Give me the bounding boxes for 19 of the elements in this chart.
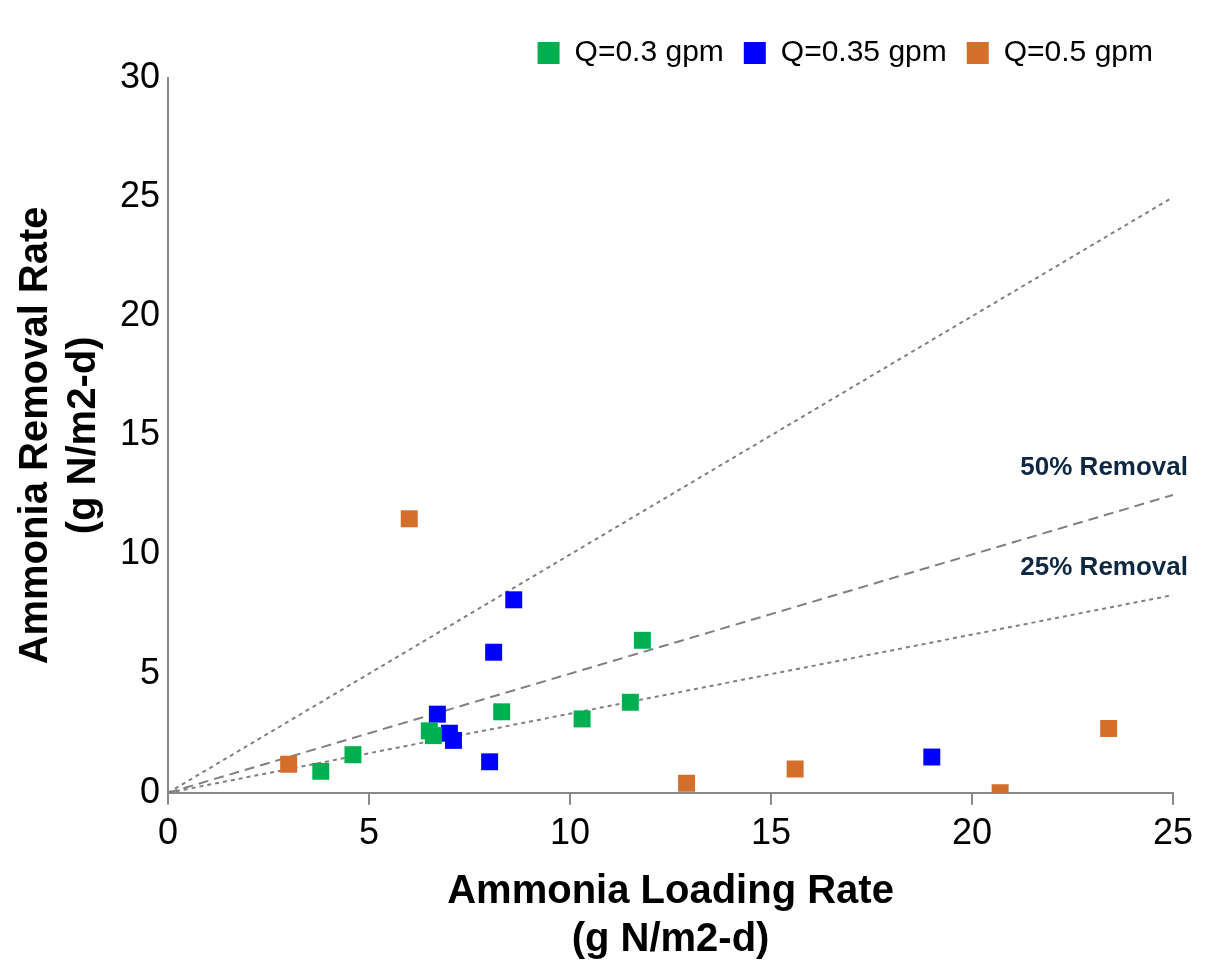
- y-axis-title: Ammonia Removal Rate (g N/m2-d): [11, 206, 104, 665]
- x-axis-title: Ammonia Loading Rate (g N/m2-d): [447, 867, 894, 960]
- legend-label: Q=0.3 gpm: [574, 34, 724, 68]
- y-tick-label: 5: [140, 650, 161, 692]
- y-tick-label: 20: [120, 293, 161, 335]
- x-tick-label: 10: [550, 811, 591, 853]
- y-tick-label: 15: [120, 412, 161, 454]
- x-tick-label: 15: [750, 811, 792, 853]
- x-tick-label: 5: [359, 811, 380, 853]
- y-tick-label: 25: [120, 174, 161, 216]
- y-tick-label: 0: [140, 769, 161, 811]
- y-tick-label: 10: [120, 531, 161, 573]
- x-tick-label: 20: [951, 811, 993, 853]
- series-label: 25% Removal: [1020, 551, 1188, 582]
- legend-label: Q=0.35 gpm: [780, 34, 947, 68]
- y-tick-label: 30: [120, 54, 161, 96]
- legend-label: Q=0.5 gpm: [1003, 34, 1154, 68]
- x-tick-label: 25: [1152, 811, 1194, 853]
- series-label: 50% Removal: [1020, 451, 1188, 482]
